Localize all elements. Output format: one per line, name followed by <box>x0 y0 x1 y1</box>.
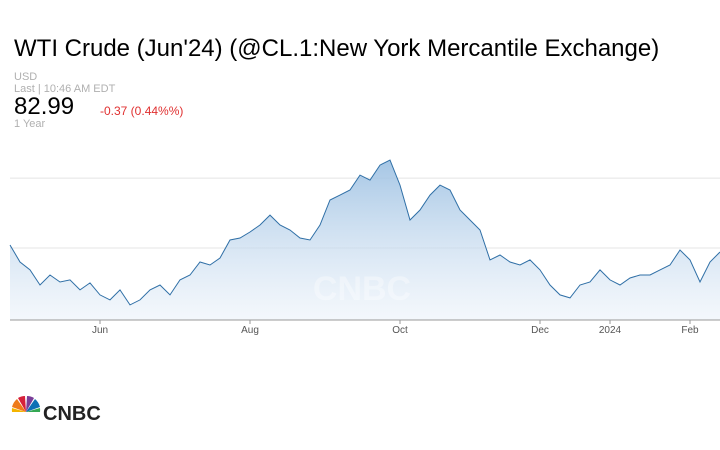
price: 82.99 <box>14 93 74 120</box>
logo-text: CNBC <box>43 403 101 425</box>
area <box>10 160 720 320</box>
currency: USD <box>14 71 37 83</box>
watermark: CNBC <box>313 270 411 308</box>
x-tick-label: Feb <box>681 325 699 336</box>
x-tick-label: Aug <box>241 325 259 336</box>
x-tick-label: 2024 <box>599 325 622 336</box>
change: -0.37 (0.44%%) <box>100 104 183 118</box>
plot-area: Jun Aug Oct Dec 2024 Feb <box>9 159 720 336</box>
timestamp: Last | 10:46 AM EDT <box>14 83 116 95</box>
logo-peacock <box>11 396 41 412</box>
logo: CNBC <box>11 396 101 425</box>
line <box>9 159 720 306</box>
x-tick-label: Jun <box>92 325 108 336</box>
chart-title: WTI Crude (Jun'24) (@CL.1:New York Merca… <box>14 35 659 62</box>
period: 1 Year <box>14 118 46 130</box>
x-tick-label: Dec <box>531 325 549 336</box>
x-tick-label: Oct <box>392 325 408 336</box>
